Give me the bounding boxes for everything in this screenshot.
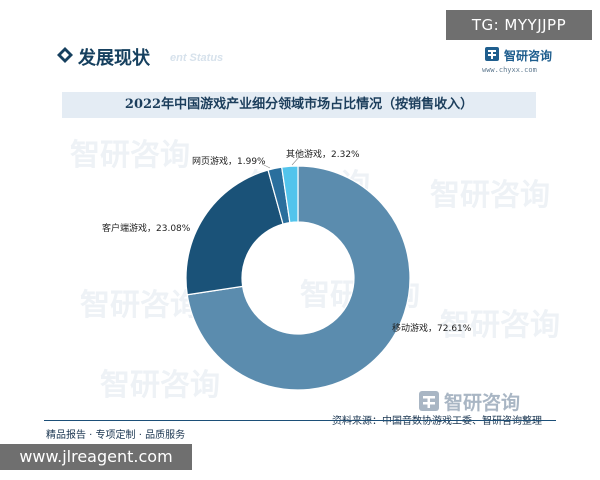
slice-mobile-games	[186, 165, 411, 391]
logo-url: www.chyxx.com	[482, 66, 537, 74]
label-client-games: 客户端游戏，23.08%	[102, 224, 191, 234]
section-subtitle: ent Status	[170, 52, 224, 64]
watermark-text: 智研咨询	[440, 308, 560, 343]
diamond-icon	[56, 46, 74, 64]
label-web-games: 网页游戏，1.99%	[192, 157, 266, 167]
footer-slogan: 精品报告 · 专项定制 · 品质服务	[46, 430, 186, 441]
watermark-text: 智研咨询	[70, 138, 190, 173]
telegram-badge: TG: MYYJJPP	[446, 10, 592, 40]
footer-logo-icon	[418, 390, 440, 412]
label-other-games: 其他游戏，2.32%	[286, 150, 360, 160]
logo-icon	[484, 46, 500, 62]
label-mobile-games: 移动游戏，72.61%	[392, 324, 472, 334]
footer-divider	[44, 420, 556, 421]
watermark-text: 智研咨询	[80, 288, 200, 323]
logo-name: 智研咨询	[504, 49, 553, 63]
chart-title: 2022年中国游戏产业细分领域市场占比情况（按销售收入）	[62, 92, 536, 118]
slice-client-games	[185, 169, 284, 296]
leader-web-games	[261, 163, 271, 169]
watermark-text: 智研咨询	[100, 368, 220, 403]
footer-logo-name: 智研咨询	[444, 392, 521, 414]
section-title: 发展现状	[78, 48, 150, 69]
site-url-badge: www.jlreagent.com	[0, 444, 192, 470]
leader-other-games	[291, 155, 301, 166]
data-source: 资料来源：中国音数协游戏工委、智研咨询整理	[332, 416, 542, 427]
watermark-text: 智研咨询	[430, 178, 550, 213]
slice-other-games	[281, 165, 299, 224]
